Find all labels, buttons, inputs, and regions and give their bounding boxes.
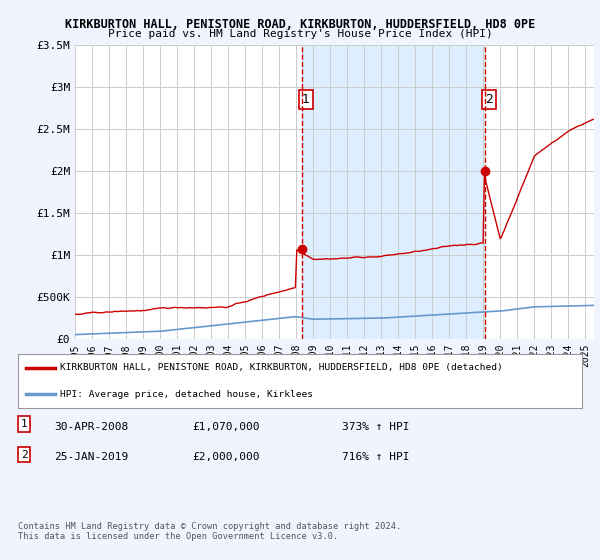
Text: 373% ↑ HPI: 373% ↑ HPI [342, 422, 409, 432]
Text: KIRKBURTON HALL, PENISTONE ROAD, KIRKBURTON, HUDDERSFIELD, HD8 0PE (detached): KIRKBURTON HALL, PENISTONE ROAD, KIRKBUR… [60, 363, 503, 372]
Text: 716% ↑ HPI: 716% ↑ HPI [342, 452, 409, 463]
Text: 1: 1 [20, 419, 28, 429]
Text: Price paid vs. HM Land Registry's House Price Index (HPI): Price paid vs. HM Land Registry's House … [107, 29, 493, 39]
Text: HPI: Average price, detached house, Kirklees: HPI: Average price, detached house, Kirk… [60, 390, 313, 399]
Text: 30-APR-2008: 30-APR-2008 [54, 422, 128, 432]
Text: 2: 2 [485, 93, 493, 106]
Text: £1,070,000: £1,070,000 [192, 422, 260, 432]
Text: 25-JAN-2019: 25-JAN-2019 [54, 452, 128, 463]
Text: 2: 2 [20, 450, 28, 460]
Text: 1: 1 [302, 93, 310, 106]
Text: £2,000,000: £2,000,000 [192, 452, 260, 463]
Text: KIRKBURTON HALL, PENISTONE ROAD, KIRKBURTON, HUDDERSFIELD, HD8 0PE: KIRKBURTON HALL, PENISTONE ROAD, KIRKBUR… [65, 18, 535, 31]
Text: Contains HM Land Registry data © Crown copyright and database right 2024.
This d: Contains HM Land Registry data © Crown c… [18, 522, 401, 542]
Bar [302, 45, 485, 339]
